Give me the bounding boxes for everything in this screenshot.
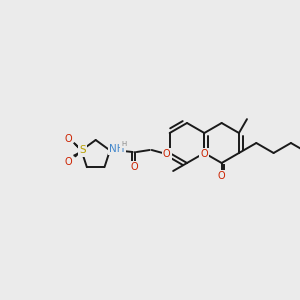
Text: O: O (64, 134, 72, 144)
Text: O: O (200, 149, 208, 159)
Text: H: H (121, 141, 126, 147)
Text: O: O (64, 158, 72, 167)
Text: S: S (79, 146, 86, 155)
Text: O: O (131, 162, 139, 172)
Text: O: O (163, 149, 170, 159)
Text: O: O (218, 171, 226, 181)
Text: NH: NH (109, 144, 124, 154)
